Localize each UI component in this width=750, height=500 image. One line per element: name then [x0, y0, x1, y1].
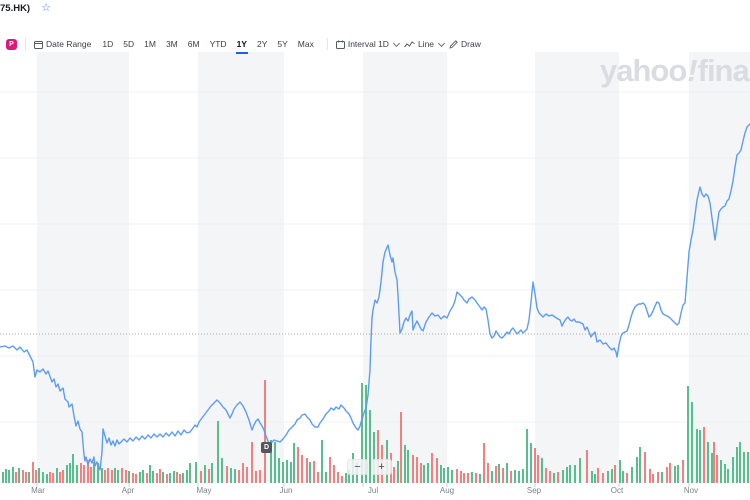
- divider: [326, 38, 328, 50]
- date-range-control[interactable]: Date Range: [34, 39, 91, 49]
- premium-badge-icon[interactable]: P: [6, 38, 17, 50]
- chevron-down-icon: [392, 39, 400, 47]
- draw-control[interactable]: Draw: [449, 39, 481, 49]
- watchlist-star-icon[interactable]: ☆: [41, 1, 51, 14]
- zoom-in-button[interactable]: +: [371, 459, 392, 475]
- interval-control[interactable]: Interval 1D: [335, 39, 400, 49]
- svg-text:Jun: Jun: [280, 486, 293, 495]
- range-3m[interactable]: 3M: [161, 37, 183, 51]
- line-chart-icon: [404, 40, 415, 49]
- interval-label: Interval 1D: [347, 39, 389, 49]
- range-1y[interactable]: 1Y: [232, 37, 252, 54]
- svg-text:Nov: Nov: [684, 486, 698, 495]
- ticker-symbol: 75.HK): [0, 2, 31, 14]
- chart-type-control[interactable]: Line: [404, 39, 446, 49]
- chart-toolbar: P Date Range 1D 5D 1M 3M 6M YTD 1Y 2Y 5Y Max Inte…: [0, 36, 750, 54]
- range-5d[interactable]: 5D: [118, 37, 139, 51]
- svg-text:Mar: Mar: [31, 486, 45, 495]
- range-5y[interactable]: 5Y: [272, 37, 292, 51]
- range-ytd[interactable]: YTD: [205, 37, 232, 51]
- range-buttons: 1D 5D 1M 3M 6M YTD 1Y 2Y 5Y Max: [97, 37, 319, 54]
- titlebar: 75.HK) ☆: [0, 1, 51, 15]
- range-6m[interactable]: 6M: [183, 37, 205, 51]
- pencil-icon: [449, 39, 458, 49]
- chart-type-label: Line: [417, 39, 435, 49]
- chevron-down-icon: [437, 39, 446, 47]
- svg-text:May: May: [196, 486, 211, 495]
- divider: [446, 38, 447, 50]
- range-max[interactable]: Max: [293, 37, 319, 51]
- calendar-icon: [34, 40, 43, 49]
- svg-text:Sep: Sep: [527, 486, 542, 495]
- svg-text:Oct: Oct: [611, 486, 624, 495]
- svg-text:Jul: Jul: [368, 486, 378, 495]
- svg-text:Aug: Aug: [440, 486, 454, 495]
- divider: [401, 38, 402, 50]
- dividend-marker[interactable]: D: [261, 442, 272, 453]
- interval-calendar-icon: [335, 40, 345, 49]
- yahoo-finance-watermark: yahoo!fina: [600, 53, 750, 88]
- zoom-out-button[interactable]: −: [347, 459, 368, 475]
- zoom-controls: − +: [347, 459, 392, 475]
- date-range-label: Date Range: [46, 39, 92, 49]
- range-1m[interactable]: 1M: [139, 37, 161, 51]
- svg-text:Apr: Apr: [122, 486, 135, 495]
- divider: [25, 38, 26, 50]
- range-1d[interactable]: 1D: [97, 37, 118, 51]
- draw-label: Draw: [461, 39, 481, 49]
- range-2y[interactable]: 2Y: [252, 37, 272, 51]
